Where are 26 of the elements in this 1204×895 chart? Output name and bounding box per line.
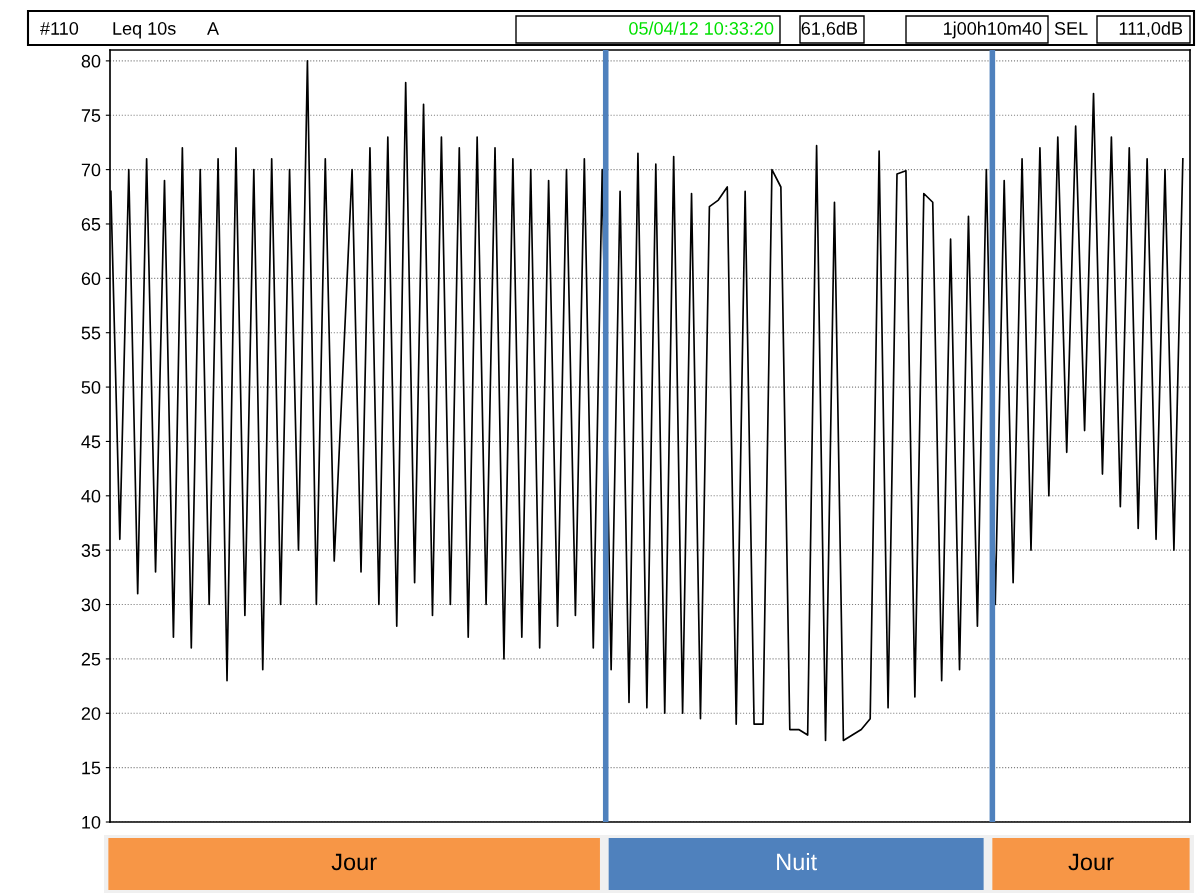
y-tick-label: 50 — [81, 381, 101, 394]
y-tick-label: 45 — [81, 435, 101, 449]
y-tick-label: 30 — [81, 598, 101, 612]
y-tick-label: 60 — [81, 272, 101, 286]
text: Leq 10s — [113, 22, 176, 39]
y-tick-label: 40 — [81, 489, 101, 503]
y-tick-label: 55 — [81, 326, 101, 340]
chart-title: #110 — [40, 22, 79, 35]
text: Jour — [1068, 853, 1114, 871]
y-tick-label: 15 — [82, 761, 101, 775]
y-tick-label: 65 — [81, 217, 101, 231]
text: 61,6dB — [801, 21, 858, 37]
y-tick-label: 10 — [82, 815, 101, 829]
text: A — [207, 22, 220, 35]
text: 1j00h10m40 — [944, 21, 1042, 39]
text: 05/04/12 10:33:20 — [629, 21, 774, 35]
y-tick-label: 75 — [81, 109, 101, 122]
text: SEL — [1054, 22, 1088, 35]
y-tick-label: 70 — [81, 163, 101, 177]
text: 111,0dB — [1119, 21, 1183, 37]
text: Jour — [331, 853, 377, 871]
text: Nuit — [777, 852, 817, 871]
y-tick-label: 20 — [81, 707, 101, 720]
y-tick-label: 25 — [81, 652, 101, 666]
y-tick-label: 35 — [81, 544, 101, 557]
y-tick-label: 80 — [81, 54, 101, 68]
